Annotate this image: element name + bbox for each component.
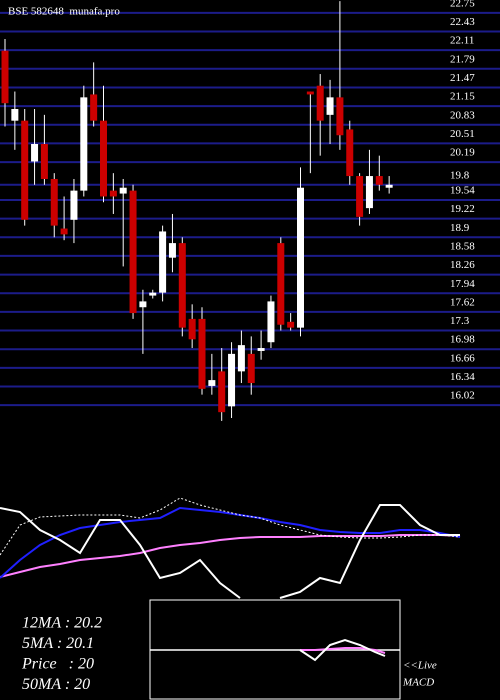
candle-body bbox=[11, 109, 19, 121]
candle-body bbox=[297, 187, 304, 328]
candle-body bbox=[40, 143, 48, 179]
candle-body bbox=[31, 143, 39, 162]
candle-body bbox=[287, 321, 295, 328]
indicator-value: 5MA : 20.1 bbox=[22, 635, 94, 652]
y-tick-label: 17.3 bbox=[450, 315, 470, 327]
candle-body bbox=[168, 243, 176, 258]
y-tick-label: 18.9 bbox=[450, 222, 470, 234]
candle-body bbox=[198, 318, 206, 389]
y-tick-label: 21.79 bbox=[450, 53, 475, 65]
indicator-line bbox=[0, 504, 460, 599]
macd-label: <<Live bbox=[403, 660, 437, 672]
candle-body bbox=[326, 97, 334, 115]
y-tick-label: 20.51 bbox=[450, 128, 475, 140]
candle-body bbox=[100, 120, 107, 197]
indicator-line bbox=[299, 638, 386, 662]
macd-label: MACD bbox=[402, 677, 434, 689]
y-tick-label: 20.83 bbox=[450, 109, 475, 121]
candle-body bbox=[306, 91, 314, 95]
y-tick-label: 19.8 bbox=[450, 169, 470, 181]
candle-body bbox=[336, 97, 344, 136]
candle-body bbox=[257, 348, 265, 351]
chart-title: BSE 582648 munafa.pro bbox=[8, 6, 120, 18]
indicator-value: 50MA : 20 bbox=[22, 676, 90, 693]
y-tick-label: 19.54 bbox=[450, 184, 475, 196]
indicator-line bbox=[0, 506, 461, 579]
candle-body bbox=[208, 380, 216, 386]
y-tick-label: 21.47 bbox=[450, 72, 475, 84]
candle-body bbox=[109, 190, 117, 197]
candle-body bbox=[129, 190, 137, 314]
y-tick-label: 18.58 bbox=[450, 240, 475, 252]
candle-body bbox=[346, 129, 354, 177]
y-tick-label: 17.94 bbox=[450, 278, 475, 290]
candle-body bbox=[80, 97, 88, 191]
candle-body bbox=[228, 353, 236, 407]
candle-body bbox=[365, 176, 373, 209]
candle-body bbox=[267, 301, 275, 343]
candle-body bbox=[139, 301, 147, 308]
y-tick-label: 20.19 bbox=[450, 147, 475, 159]
candle-body bbox=[247, 353, 255, 384]
indicator-value: 12MA : 20.2 bbox=[22, 615, 102, 632]
candle-body bbox=[316, 85, 324, 121]
candle-body bbox=[218, 371, 226, 413]
candle-body bbox=[60, 228, 68, 235]
candle-body bbox=[119, 187, 127, 194]
candle-body bbox=[21, 120, 29, 220]
candle-body bbox=[237, 345, 245, 372]
y-tick-label: 16.98 bbox=[450, 334, 475, 346]
candle-body bbox=[188, 318, 196, 340]
candle-body bbox=[50, 178, 58, 226]
candle-body bbox=[375, 176, 383, 185]
candle-body bbox=[90, 94, 98, 121]
y-tick-label: 22.11 bbox=[450, 35, 474, 47]
y-tick-label: 22.75 bbox=[450, 0, 475, 9]
candle-body bbox=[356, 176, 364, 217]
candle-body bbox=[277, 243, 285, 325]
y-tick-label: 17.62 bbox=[450, 296, 475, 308]
candle-body bbox=[1, 50, 9, 104]
candle-body bbox=[178, 243, 186, 328]
y-tick-label: 16.02 bbox=[450, 390, 475, 402]
candle-body bbox=[70, 190, 78, 220]
indicator-value: Price : 20 bbox=[21, 656, 94, 673]
indicator-line bbox=[300, 647, 386, 654]
y-tick-label: 19.22 bbox=[450, 203, 475, 215]
y-tick-label: 22.43 bbox=[450, 16, 475, 28]
candle-body bbox=[159, 231, 167, 293]
y-tick-label: 21.15 bbox=[450, 91, 475, 103]
candle-body bbox=[149, 292, 157, 296]
y-tick-label: 16.34 bbox=[450, 371, 475, 383]
y-tick-label: 18.26 bbox=[450, 259, 475, 271]
candle-body bbox=[385, 184, 393, 188]
indicator-line bbox=[0, 534, 461, 578]
y-tick-label: 16.66 bbox=[450, 352, 475, 364]
